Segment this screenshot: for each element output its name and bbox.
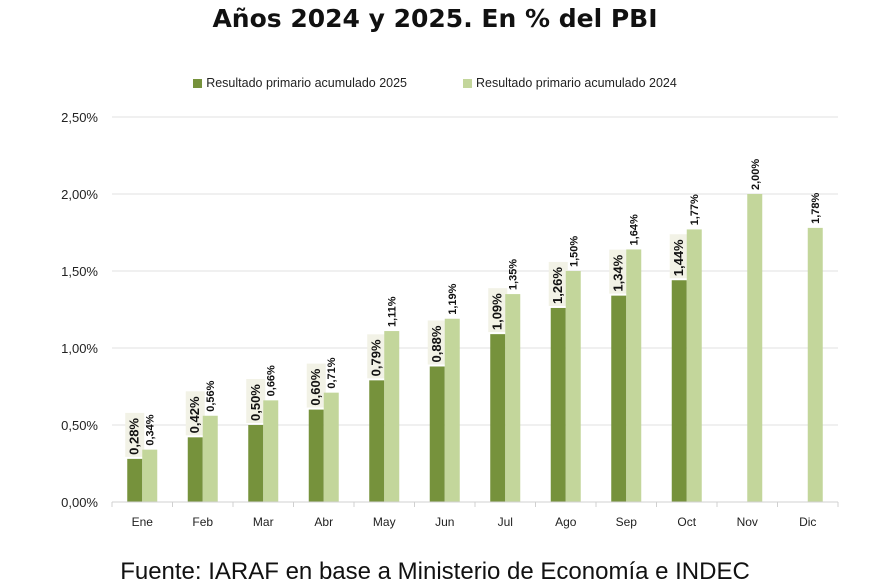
data-label-2024: 1,64% <box>629 214 641 245</box>
data-label-2024: 1,78% <box>810 192 822 223</box>
data-label-2025: 1,34% <box>611 254 626 291</box>
bar-2024 <box>686 229 702 503</box>
data-label-background <box>185 391 205 436</box>
data-label-2025: 0,79% <box>369 339 384 376</box>
bar-2025 <box>611 295 627 502</box>
data-label-2024: 1,11% <box>387 296 399 327</box>
data-label-2024: 1,77% <box>689 194 701 225</box>
data-label-2024: 0,71% <box>326 357 338 388</box>
x-tick-label: May <box>373 515 396 529</box>
data-label-2025: 1,26% <box>550 267 565 304</box>
source-note: Fuente: IARAF en base a Ministerio de Ec… <box>120 558 750 585</box>
data-label-2024: 1,19% <box>447 283 459 314</box>
legend-swatch-2024 <box>463 78 472 88</box>
y-tick-label: 1,00% <box>61 341 98 356</box>
data-label-2025: 0,88% <box>429 325 444 362</box>
x-tick-label: Feb <box>192 515 213 529</box>
x-tick-label: Nov <box>737 515 758 529</box>
x-tick-label: Jul <box>498 515 513 529</box>
bar-2025 <box>127 458 143 502</box>
bar-2025 <box>187 437 203 502</box>
data-label-2025: 0,28% <box>127 418 142 455</box>
x-tick-label: Sep <box>616 515 638 529</box>
data-label-background <box>488 288 508 333</box>
data-label-2024: 1,50% <box>568 236 580 267</box>
data-label-background <box>548 261 568 306</box>
bar-2025 <box>429 366 445 502</box>
data-label-2024: 1,35% <box>508 259 520 290</box>
bar-2024 <box>807 227 823 502</box>
x-tick-label: Mar <box>253 515 274 529</box>
bar-2025 <box>308 409 324 502</box>
data-label-background <box>246 379 266 423</box>
data-label-2025: 0,60% <box>308 368 323 405</box>
data-label-2025: 1,09% <box>490 293 505 330</box>
data-label-2024: 0,56% <box>205 380 217 411</box>
y-tick-label: 2,50% <box>61 110 98 125</box>
y-tick-label: 1,50% <box>61 264 98 279</box>
data-label-background <box>669 234 689 279</box>
data-label-background <box>609 249 629 294</box>
bar-2024 <box>323 392 339 502</box>
bar-2025 <box>671 280 687 502</box>
legend-swatch-2025 <box>193 78 203 88</box>
x-tick-label: Jun <box>435 515 454 529</box>
bar-2025 <box>490 334 506 502</box>
bar-2024 <box>505 294 521 502</box>
y-tick-label: 0,00% <box>61 495 98 510</box>
bar-2025 <box>248 425 264 502</box>
legend-label-2025: Resultado primario acumulado 2025 <box>206 76 407 90</box>
data-label-background <box>367 334 387 379</box>
bar-2024 <box>444 318 460 502</box>
bar-2024 <box>747 194 763 502</box>
bar-2024 <box>202 415 218 502</box>
data-label-2025: 0,50% <box>248 384 263 421</box>
x-tick-label: Abr <box>314 515 333 529</box>
y-tick-label: 0,50% <box>61 418 98 433</box>
data-label-2024: 0,34% <box>145 414 157 445</box>
bar-2024 <box>142 449 158 502</box>
data-label-background <box>306 363 326 408</box>
data-label-2025: 0,42% <box>187 396 202 433</box>
legend-label-2024: Resultado primario acumulado 2024 <box>476 76 677 90</box>
data-label-2024: 2,00% <box>750 159 762 190</box>
y-tick-label: 2,00% <box>61 187 98 202</box>
legend-item-2024: Resultado primario acumulado 2024 <box>463 76 677 90</box>
bar-2024 <box>384 331 400 502</box>
x-tick-label: Ene <box>132 515 154 529</box>
x-tick-label: Dic <box>799 515 816 529</box>
legend-item-2025: Resultado primario acumulado 2025 <box>193 76 407 90</box>
data-label-2024: 0,66% <box>266 365 278 396</box>
bar-2024 <box>263 400 279 502</box>
bar-2025 <box>550 307 566 502</box>
bar-2024 <box>565 271 581 502</box>
bar-2025 <box>369 380 385 502</box>
data-label-background <box>125 412 145 457</box>
data-label-background <box>427 320 447 365</box>
bar-2024 <box>626 249 642 502</box>
legend: Resultado primario acumulado 2025 Result… <box>0 76 870 90</box>
data-label-2025: 1,44% <box>671 239 686 276</box>
chart-title: Años 2024 y 2025. En % del PBI <box>212 4 658 33</box>
x-tick-label: Ago <box>555 515 577 529</box>
x-tick-label: Oct <box>677 515 696 529</box>
